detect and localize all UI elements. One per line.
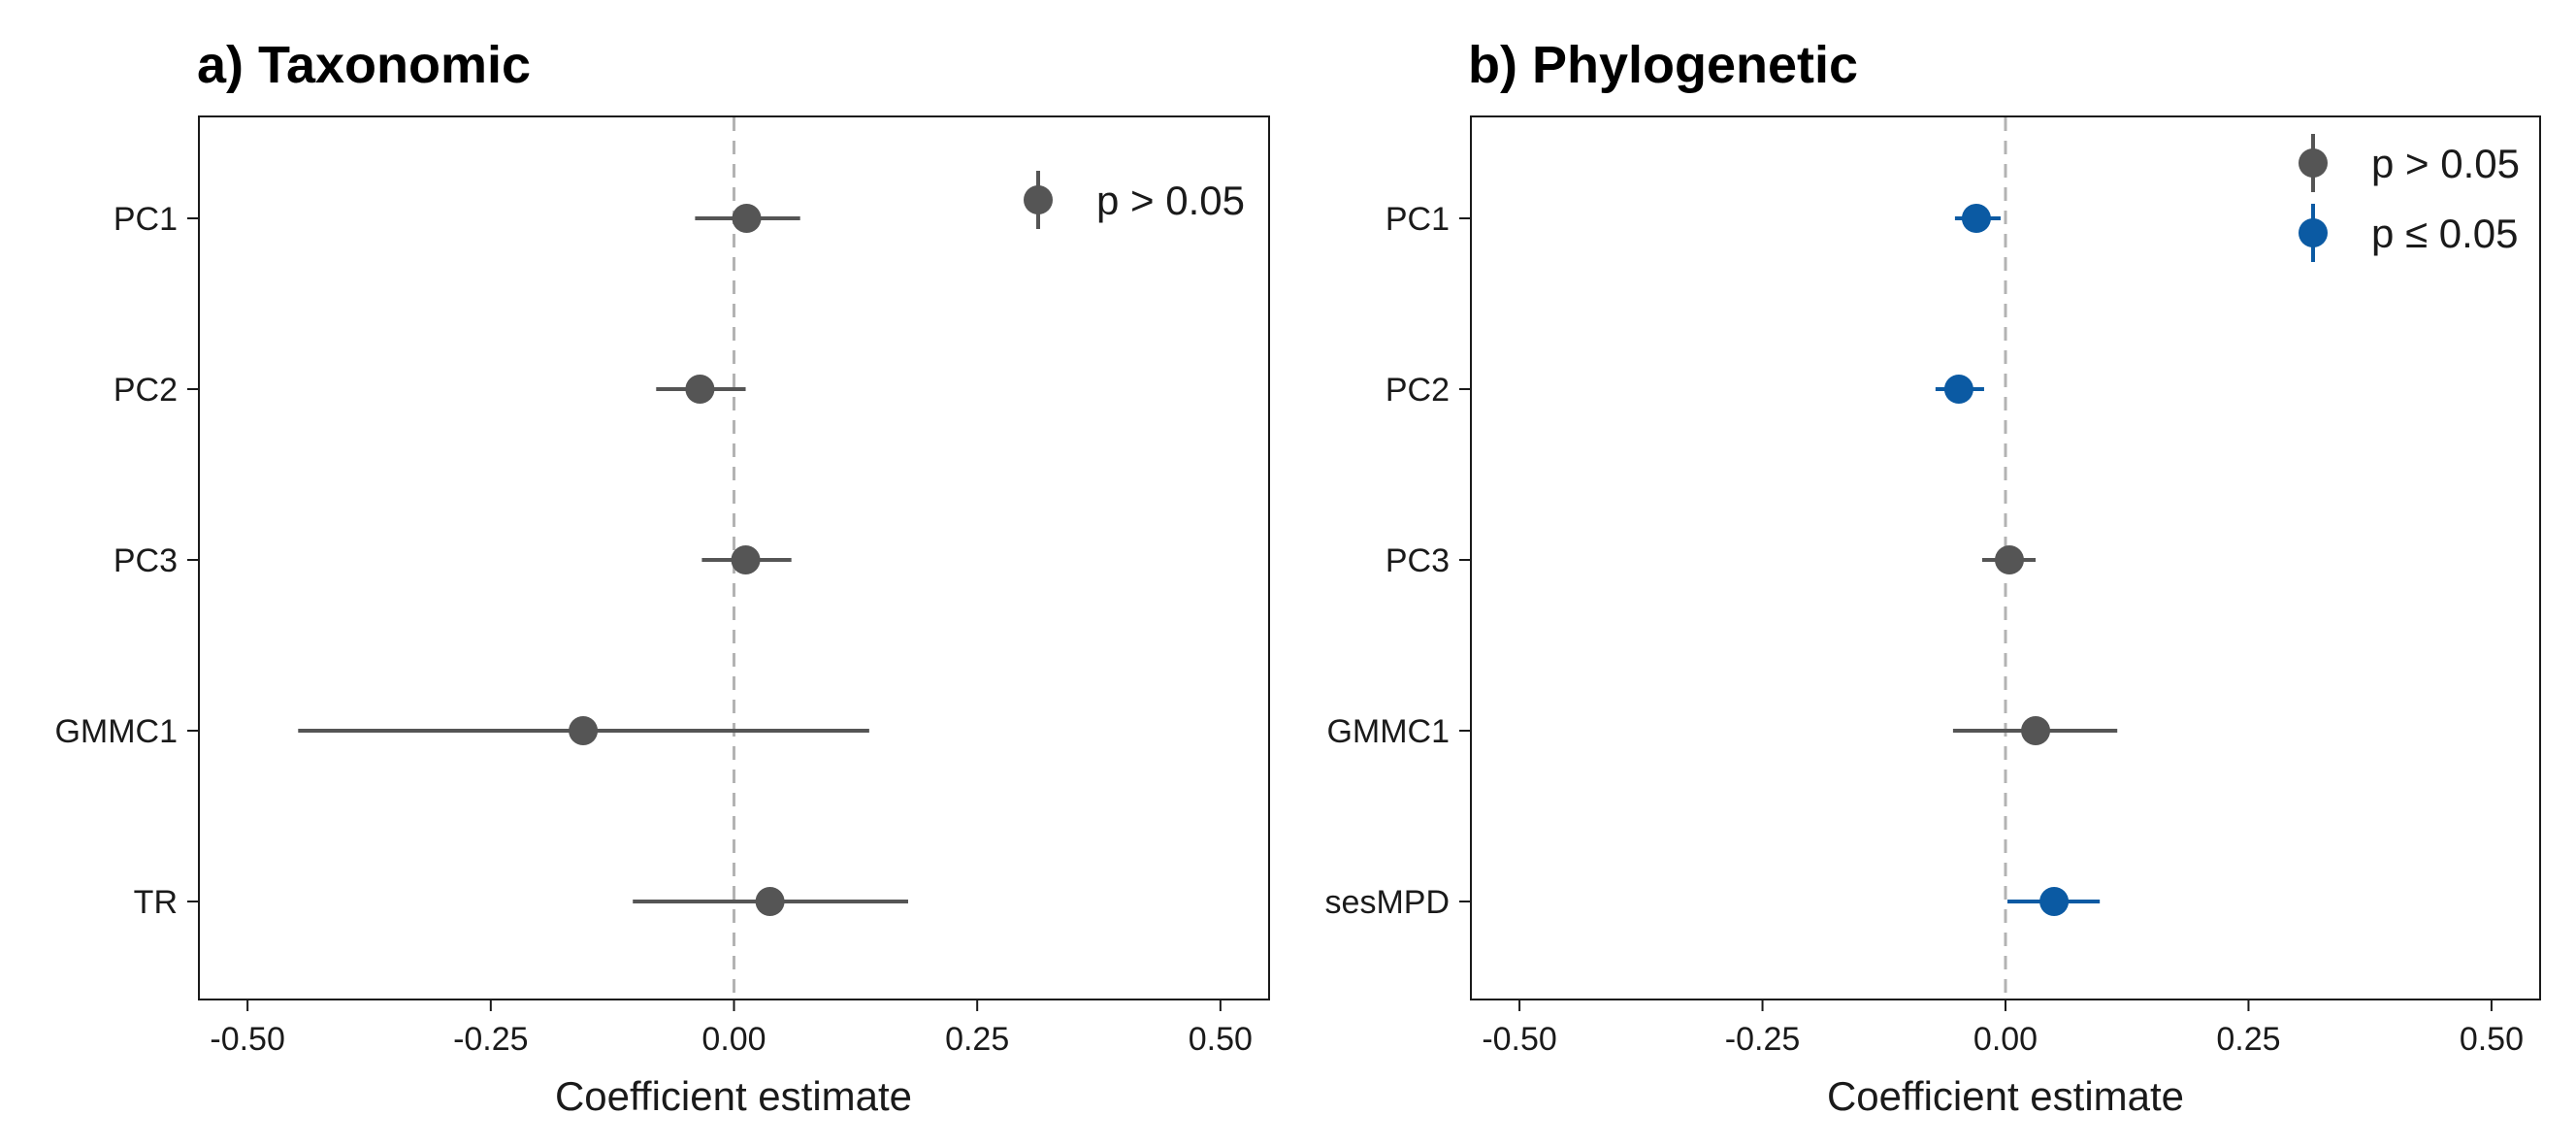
x-axis-title: Coefficient estimate (1827, 1073, 2184, 1119)
x-tick-label: -0.25 (1725, 1021, 1801, 1058)
legend-label: p > 0.05 (2371, 141, 2520, 186)
x-tick-label: 0.00 (1973, 1021, 2038, 1058)
y-tick-label: sesMPD (1325, 884, 1450, 921)
y-tick-label: PC1 (1386, 201, 1450, 238)
estimate-point (685, 375, 715, 404)
panel-title: a) Taxonomic (197, 36, 531, 94)
y-tick-label: TR (134, 884, 178, 921)
x-tick-label: -0.25 (453, 1021, 529, 1058)
legend: p > 0.05 p ≤ 0.05 (2299, 134, 2520, 262)
x-tick-label: 0.25 (2216, 1021, 2280, 1058)
estimate-point (755, 887, 785, 916)
x-tick-label: -0.50 (210, 1021, 285, 1058)
y-tick-label: PC3 (1386, 542, 1450, 579)
estimate-point (1995, 545, 2025, 574)
x-axis-title: Coefficient estimate (555, 1073, 912, 1119)
y-tick-label: PC2 (114, 372, 178, 409)
x-tick-label: 0.50 (2460, 1021, 2524, 1058)
x-tick-label: -0.50 (1482, 1021, 1557, 1058)
estimate-point (2021, 716, 2051, 745)
panel-title: b) Phylogenetic (1468, 36, 1858, 94)
legend-key-point (1024, 185, 1053, 214)
x-tick-label: 0.00 (701, 1021, 766, 1058)
estimate-point (732, 204, 762, 233)
estimate-point (1943, 375, 1973, 404)
y-tick-label: GMMC1 (54, 713, 178, 750)
legend-key-point (2299, 218, 2328, 247)
estimate-point (1961, 204, 1991, 233)
legend-label: p ≤ 0.05 (2371, 211, 2519, 256)
panel-taxonomic: a) Taxonomic -0.50 -0.25 0.00 0.25 0.50 Coeffi… (54, 36, 1270, 1119)
y-tick-label: PC1 (114, 201, 178, 238)
estimate-point (2039, 887, 2070, 916)
estimate-point (731, 545, 761, 574)
panel-phylogenetic: b) Phylogenetic -0.50 -0.25 0.00 0.25 0.50 Coe… (1325, 36, 2541, 1119)
x-tick-label: 0.50 (1189, 1021, 1253, 1058)
estimate-point (569, 716, 599, 745)
legend-label: p > 0.05 (1096, 178, 1245, 223)
y-tick-label: PC2 (1386, 372, 1450, 409)
y-tick-label: GMMC1 (1326, 713, 1450, 750)
legend-key-point (2299, 148, 2328, 178)
legend: p > 0.05 (1024, 171, 1245, 229)
y-tick-label: PC3 (114, 542, 178, 579)
x-tick-label: 0.25 (945, 1021, 1009, 1058)
